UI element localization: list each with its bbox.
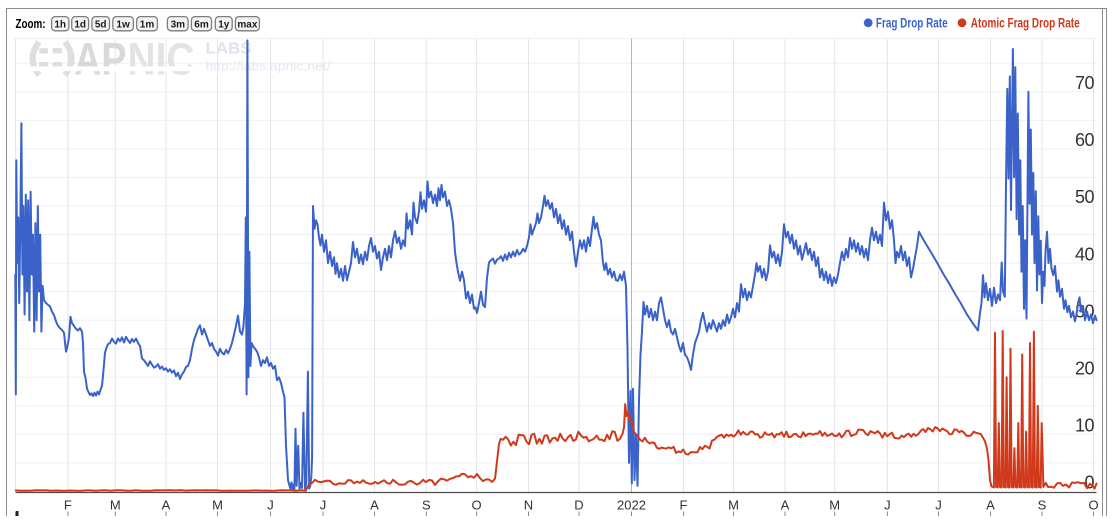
svg-text:1h: 1h <box>54 20 66 31</box>
svg-text:20: 20 <box>1075 359 1095 379</box>
svg-text:M: M <box>829 498 840 513</box>
svg-text:J: J <box>267 498 274 513</box>
svg-text:1y: 1y <box>218 20 230 31</box>
svg-text:J: J <box>935 498 942 513</box>
svg-text:1w: 1w <box>116 20 130 31</box>
svg-text:Zoom:: Zoom: <box>16 16 46 31</box>
svg-text:A: A <box>370 498 379 513</box>
svg-text:6m: 6m <box>194 20 209 31</box>
svg-text:max: max <box>237 20 257 31</box>
svg-text:S: S <box>422 498 431 513</box>
svg-text:F: F <box>680 498 688 513</box>
svg-text:2022: 2022 <box>617 498 646 513</box>
svg-text:A: A <box>162 498 171 513</box>
svg-text:40: 40 <box>1075 244 1095 264</box>
svg-text:F: F <box>64 498 72 513</box>
svg-text:0: 0 <box>1084 473 1094 493</box>
svg-text:J: J <box>884 498 891 513</box>
svg-text:J: J <box>320 498 327 513</box>
svg-text:D: D <box>574 498 583 513</box>
svg-text:M: M <box>728 498 739 513</box>
svg-text:LABS: LABS <box>206 41 252 58</box>
svg-text:70: 70 <box>1075 73 1095 93</box>
svg-text:A: A <box>781 498 790 513</box>
svg-text:1d: 1d <box>74 20 86 31</box>
svg-text:http://labs.apnic.net/: http://labs.apnic.net/ <box>206 59 331 74</box>
svg-text:S: S <box>1038 498 1047 513</box>
svg-text:Atomic Frag Drop Rate: Atomic Frag Drop Rate <box>971 16 1080 31</box>
svg-text:O: O <box>472 498 482 513</box>
svg-text:Frag Drop Rate: Frag Drop Rate <box>876 16 948 31</box>
svg-text:NIC: NIC <box>128 33 195 84</box>
svg-text:50: 50 <box>1075 187 1095 207</box>
svg-text:A: A <box>986 498 995 513</box>
svg-text:AP: AP <box>74 33 127 84</box>
svg-text:M: M <box>212 498 223 513</box>
svg-text:1m: 1m <box>140 20 155 31</box>
svg-text:60: 60 <box>1075 130 1095 150</box>
svg-text:N: N <box>524 498 533 513</box>
svg-text:3m: 3m <box>171 20 186 31</box>
svg-text:10: 10 <box>1075 416 1095 436</box>
svg-text:M: M <box>110 498 121 513</box>
svg-text:O: O <box>1088 498 1098 513</box>
svg-text:5d: 5d <box>95 20 107 31</box>
